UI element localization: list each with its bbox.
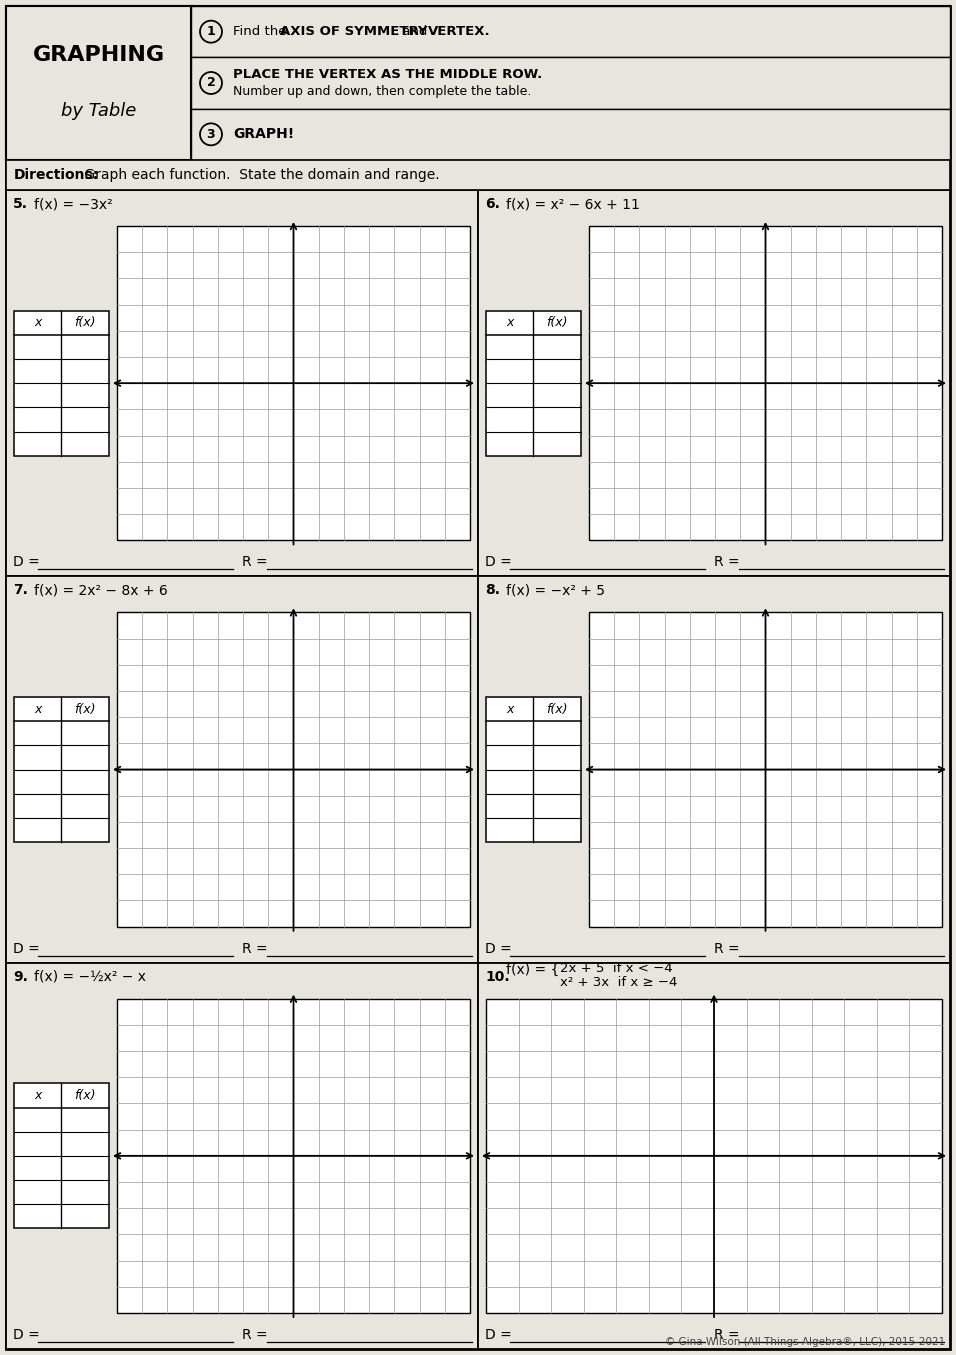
Text: f(x) = {: f(x) = {: [506, 962, 559, 977]
Text: R =: R =: [714, 556, 740, 569]
Text: D =: D =: [13, 556, 40, 569]
Text: 9.: 9.: [13, 970, 28, 984]
Text: AXIS OF SYMMETRY: AXIS OF SYMMETRY: [280, 26, 427, 38]
Bar: [6, 962, 478, 1350]
Text: GRAPHING: GRAPHING: [33, 45, 164, 65]
Text: VERTEX.: VERTEX.: [428, 26, 490, 38]
Text: D =: D =: [485, 942, 511, 955]
Bar: [486, 310, 581, 455]
Text: x² + 3x  if x ≥ −4: x² + 3x if x ≥ −4: [560, 976, 678, 989]
Text: x: x: [506, 703, 513, 715]
Text: 6.: 6.: [485, 196, 500, 211]
Text: 2x + 5  if x < −4: 2x + 5 if x < −4: [560, 962, 673, 976]
Bar: [14, 1084, 109, 1229]
Bar: [14, 310, 109, 455]
Text: f(x) = 2x² − 8x + 6: f(x) = 2x² − 8x + 6: [34, 584, 167, 598]
Text: 3: 3: [206, 127, 215, 141]
Bar: [6, 5, 950, 160]
Circle shape: [200, 20, 222, 42]
Bar: [478, 576, 950, 962]
Text: R =: R =: [714, 1328, 740, 1341]
Circle shape: [200, 123, 222, 145]
Text: f(x) = x² − 6x + 11: f(x) = x² − 6x + 11: [506, 196, 640, 211]
Text: D =: D =: [13, 1328, 40, 1341]
Text: GRAPH!: GRAPH!: [233, 127, 294, 141]
Text: f(x) = −x² + 5: f(x) = −x² + 5: [506, 584, 605, 598]
Bar: [117, 999, 470, 1313]
Bar: [191, 5, 950, 57]
Text: f(x): f(x): [547, 316, 568, 329]
Bar: [14, 696, 109, 841]
Text: f(x): f(x): [547, 703, 568, 715]
Text: and: and: [398, 26, 431, 38]
Text: 10.: 10.: [485, 970, 510, 984]
Bar: [589, 226, 942, 541]
Text: © Gina Wilson (All Things Algebra®, LLC), 2015-2021: © Gina Wilson (All Things Algebra®, LLC)…: [664, 1337, 945, 1347]
Bar: [478, 190, 950, 576]
Bar: [6, 576, 478, 962]
Bar: [6, 5, 191, 160]
Bar: [191, 57, 950, 108]
Text: R =: R =: [242, 556, 268, 569]
Bar: [486, 696, 581, 841]
Text: PLACE THE VERTEX AS THE MIDDLE ROW.: PLACE THE VERTEX AS THE MIDDLE ROW.: [233, 69, 542, 81]
Bar: [117, 612, 470, 927]
Text: f(x) = −½x² − x: f(x) = −½x² − x: [34, 970, 146, 984]
Text: x: x: [34, 316, 41, 329]
Bar: [478, 962, 950, 1350]
Text: 1: 1: [206, 26, 215, 38]
Bar: [117, 226, 470, 541]
Text: 8.: 8.: [485, 584, 500, 598]
Text: f(x): f(x): [75, 1089, 96, 1102]
Text: R =: R =: [714, 942, 740, 955]
Circle shape: [200, 72, 222, 93]
Bar: [6, 160, 950, 190]
Text: D =: D =: [485, 1328, 511, 1341]
Text: R =: R =: [242, 942, 268, 955]
Text: Number up and down, then complete the table.: Number up and down, then complete the ta…: [233, 85, 532, 99]
Text: D =: D =: [485, 556, 511, 569]
Text: f(x): f(x): [75, 316, 96, 329]
Text: R =: R =: [242, 1328, 268, 1341]
Bar: [6, 190, 478, 576]
Text: Find the: Find the: [233, 26, 291, 38]
Text: x: x: [34, 1089, 41, 1102]
Text: 5.: 5.: [13, 196, 28, 211]
Text: 7.: 7.: [13, 584, 28, 598]
Text: x: x: [34, 703, 41, 715]
Bar: [589, 612, 942, 927]
Text: x: x: [506, 316, 513, 329]
Text: Directions:: Directions:: [14, 168, 99, 182]
Text: D =: D =: [13, 942, 40, 955]
Text: f(x): f(x): [75, 703, 96, 715]
Text: f(x) = −3x²: f(x) = −3x²: [34, 196, 113, 211]
Bar: [191, 108, 950, 160]
Text: Graph each function.  State the domain and range.: Graph each function. State the domain an…: [80, 168, 440, 182]
Bar: [486, 999, 942, 1313]
Text: by Table: by Table: [61, 102, 136, 119]
Text: 2: 2: [206, 76, 215, 89]
